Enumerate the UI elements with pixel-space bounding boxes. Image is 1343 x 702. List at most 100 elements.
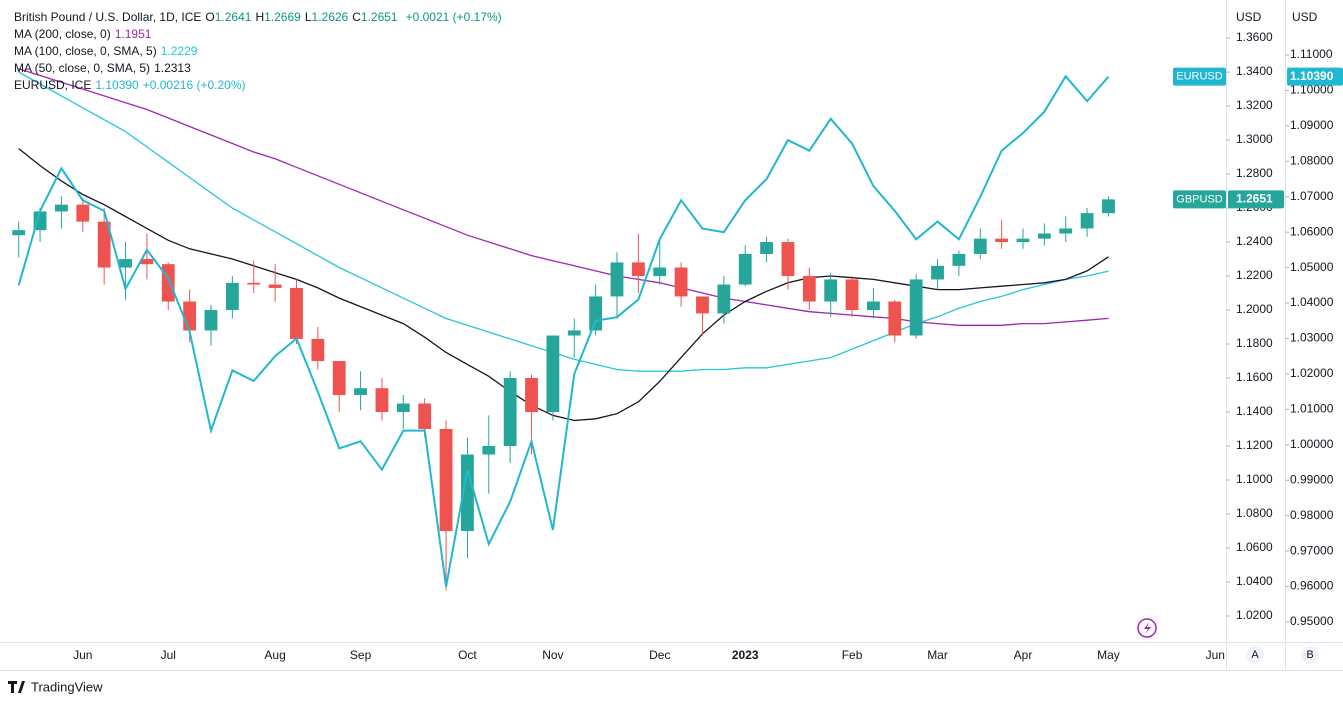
y2-tick-label: 1.09000 (1290, 118, 1334, 132)
y2-tick-label: 1.11000 (1290, 47, 1333, 61)
y-tick-label: 1.2000 (1236, 302, 1273, 316)
legend-name: MA (200, close, 0) (14, 27, 111, 41)
x-tick-label: Dec (649, 648, 670, 662)
axis-button-label: A (1251, 649, 1259, 661)
candle-body (952, 253, 966, 266)
ohlc-key: H (255, 10, 265, 24)
legend-row: MA (100, close, 0, SMA, 5) 1.2229 (14, 43, 506, 60)
price-tag-name: GBPUSD (1176, 193, 1223, 205)
price-tag (1173, 67, 1226, 86)
candle-body (674, 267, 688, 297)
candle-body (653, 267, 667, 277)
y-tick-label: 1.1400 (1236, 404, 1273, 418)
y2-tick-label: 1.04000 (1290, 295, 1334, 309)
y2-tick-label: 0.98000 (1290, 508, 1334, 522)
price-tag-name: EURUSD (1176, 71, 1223, 83)
candle-body (931, 265, 944, 280)
symbol-title: British Pound / U.S. Dollar, 1D, ICE (14, 10, 202, 24)
ohlc-value: 1.2641 (214, 10, 252, 24)
legend-name: EURUSD, ICE (14, 78, 92, 92)
candle-body (311, 338, 325, 362)
candle-body (225, 282, 239, 311)
candle-body (482, 446, 496, 455)
candle-body (888, 301, 902, 336)
x-tick-label: Sep (350, 648, 372, 662)
axis-button[interactable] (1246, 646, 1264, 664)
y-tick-label: 1.3400 (1236, 64, 1273, 78)
y2-tick-label: 1.02000 (1290, 366, 1334, 380)
candle-body (696, 296, 709, 314)
y-tick-label: 1.1000 (1236, 472, 1273, 486)
brand-name: TradingView (31, 679, 103, 694)
x-tick-label: May (1097, 648, 1120, 662)
x-tick-label: Nov (542, 648, 563, 662)
y2-tick-label: 0.97000 (1290, 543, 1334, 557)
candle-body (290, 287, 303, 339)
legend: British Pound / U.S. Dollar, 1D, ICE O1.2… (14, 9, 506, 94)
legend-value: 1.1951 (114, 27, 152, 41)
candle-body (845, 279, 859, 311)
price-tag (1228, 190, 1284, 209)
series-line (18, 68, 1109, 326)
candle-body (97, 221, 111, 268)
candle-body (738, 253, 752, 285)
y-tick-label: 1.2800 (1236, 166, 1273, 180)
candle-body (1037, 233, 1051, 239)
y2-tick-label: 0.96000 (1290, 579, 1334, 593)
x-tick-label: Jul (161, 648, 176, 662)
candle-body (332, 361, 346, 396)
candle-body (12, 230, 26, 236)
candle-body (525, 378, 538, 413)
y2-tick-label: 1.01000 (1290, 402, 1334, 416)
price-tag (1287, 67, 1343, 86)
y-tick-label: 1.0600 (1236, 540, 1273, 554)
lightning-icon[interactable] (1137, 618, 1157, 638)
legend-value: 1.10390 (95, 78, 139, 92)
y-tick-label: 1.1800 (1236, 336, 1273, 350)
candle-body (375, 388, 389, 413)
x-tick-label: Jun (73, 648, 92, 662)
ohlc-key: L (304, 10, 312, 24)
axis-button[interactable] (1301, 646, 1319, 664)
candle-body (610, 262, 624, 297)
y-tick-label: 1.0400 (1236, 574, 1273, 588)
y2-tick-label: 0.99000 (1290, 472, 1334, 486)
candle-body (1016, 238, 1030, 243)
y-tick-label: 1.1600 (1236, 370, 1273, 384)
legend-row: MA (200, close, 0) 1.1951 (14, 26, 506, 43)
candle-body (396, 403, 410, 413)
legend-row: MA (50, close, 0, SMA, 5) 1.2313 (14, 60, 506, 77)
ohlc-item: L1.2626 (305, 10, 352, 24)
y-tick-label: 1.0200 (1236, 608, 1273, 622)
x-tick-label: Oct (458, 648, 477, 662)
legend-row: EURUSD, ICE 1.10390 +0.00216 (+0.20%) (14, 77, 506, 94)
y2-tick-label: 1.05000 (1290, 260, 1334, 274)
candle-body (824, 279, 838, 302)
candle-body (631, 262, 645, 277)
candle-body (909, 279, 923, 336)
x-tick-label: Apr (1014, 648, 1033, 662)
y2-tick-label: 1.07000 (1290, 189, 1334, 203)
ohlc-key: C (352, 10, 361, 24)
brand-logo (8, 681, 25, 693)
candle-body (354, 388, 367, 396)
x-tick-label: Aug (264, 648, 285, 662)
x-tick-label: Mar (927, 648, 948, 662)
y-tick-label: 1.3200 (1236, 98, 1273, 112)
candle-body (461, 454, 474, 532)
y-tick-label: 1.1200 (1236, 438, 1273, 452)
ohlc-value: 1.2626 (311, 10, 349, 24)
price-tag (1173, 190, 1226, 209)
y2-tick-label: 0.95000 (1290, 614, 1334, 628)
series-line (17, 74, 1110, 587)
x-tick-label: Feb (842, 648, 863, 662)
change: +0.0021 (+0.17%) (405, 10, 502, 24)
ohlc-item: H1.2669 (255, 10, 304, 24)
legend-change: +0.00216 (+0.20%) (142, 78, 246, 92)
candle-body (717, 284, 731, 314)
candle-body (119, 259, 132, 268)
x-tick-label: Jun (1206, 648, 1225, 662)
header-row: British Pound / U.S. Dollar, 1D, ICE O1.2… (14, 9, 506, 26)
price-tag-value: 1.10390 (1290, 69, 1334, 83)
